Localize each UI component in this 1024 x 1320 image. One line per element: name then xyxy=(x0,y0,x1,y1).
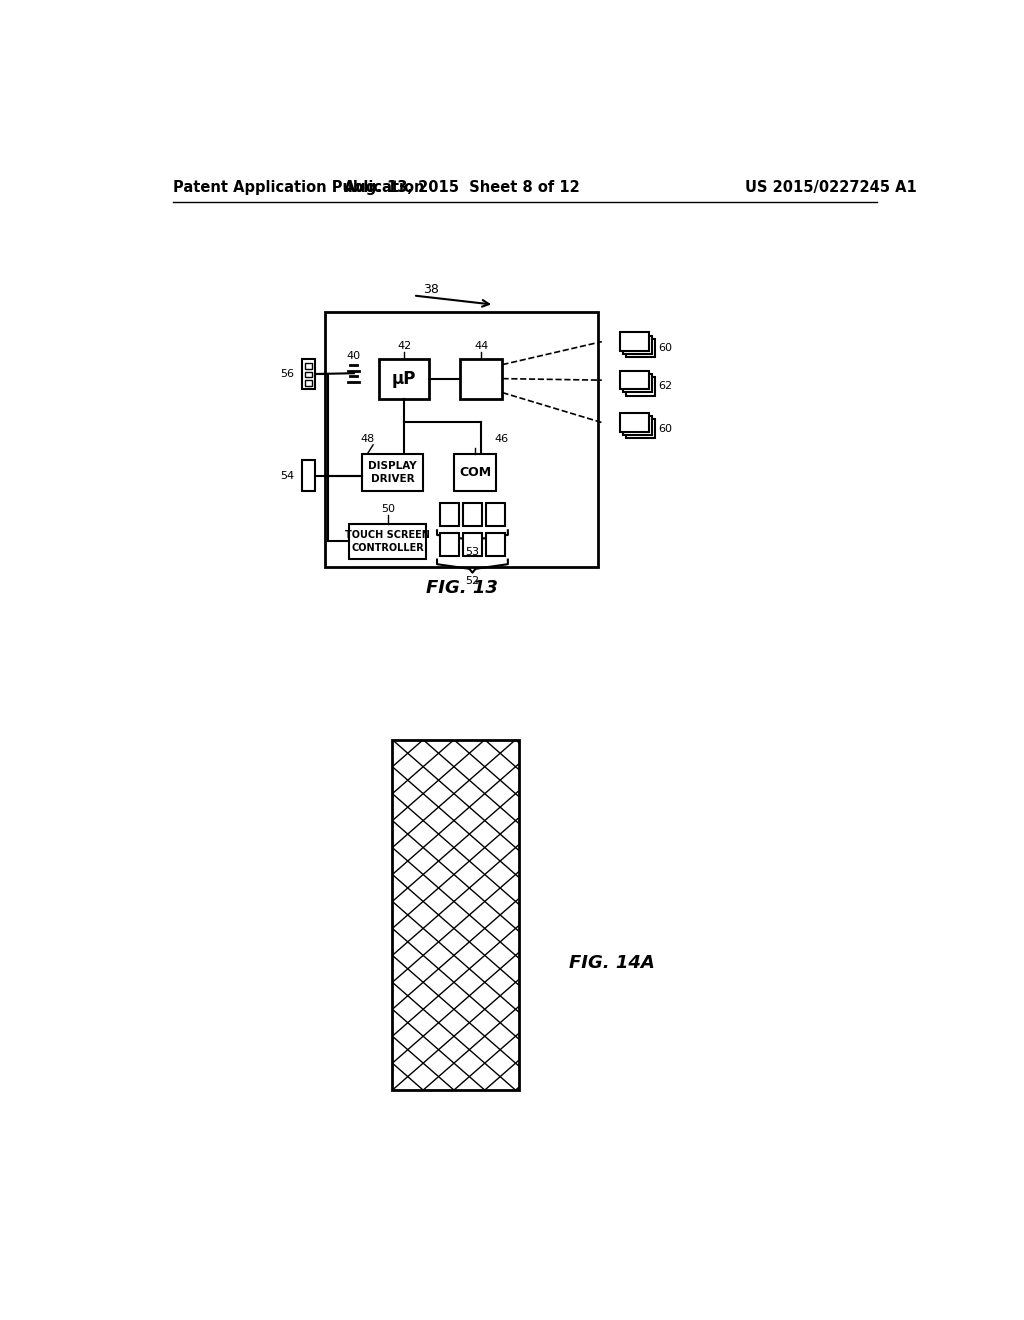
Bar xyxy=(623,374,652,392)
Text: 62: 62 xyxy=(658,381,672,391)
Bar xyxy=(623,416,652,434)
Bar xyxy=(305,372,311,378)
Text: US 2015/0227245 A1: US 2015/0227245 A1 xyxy=(745,180,918,195)
Bar xyxy=(349,524,426,558)
Bar xyxy=(620,333,649,351)
Bar xyxy=(623,335,652,354)
Bar xyxy=(305,363,311,368)
Bar xyxy=(486,532,505,556)
Text: TOUCH SCREEN: TOUCH SCREEN xyxy=(345,531,430,540)
Text: COM: COM xyxy=(459,466,492,479)
Bar xyxy=(301,359,315,389)
Bar xyxy=(463,532,481,556)
Bar xyxy=(379,359,429,399)
Bar xyxy=(305,380,311,385)
Text: 42: 42 xyxy=(397,341,412,351)
Bar xyxy=(301,461,315,491)
Text: 38: 38 xyxy=(423,282,439,296)
Text: 46: 46 xyxy=(495,434,509,444)
Text: 53: 53 xyxy=(466,546,479,557)
Bar xyxy=(460,359,503,399)
Bar xyxy=(463,503,481,527)
Bar xyxy=(626,339,655,358)
Text: 52: 52 xyxy=(465,576,479,586)
Text: 60: 60 xyxy=(658,343,672,352)
Bar xyxy=(440,503,459,527)
Text: FIG. 13: FIG. 13 xyxy=(426,579,498,597)
Text: 56: 56 xyxy=(281,370,295,379)
Bar xyxy=(440,532,459,556)
Text: 48: 48 xyxy=(360,434,374,444)
Bar xyxy=(392,739,519,1090)
Text: 60: 60 xyxy=(658,424,672,434)
Text: Aug. 13, 2015  Sheet 8 of 12: Aug. 13, 2015 Sheet 8 of 12 xyxy=(344,180,580,195)
Bar xyxy=(626,420,655,438)
Text: DISPLAY: DISPLAY xyxy=(368,462,417,471)
Bar xyxy=(486,503,505,527)
Text: 54: 54 xyxy=(281,471,295,480)
Text: μP: μP xyxy=(392,370,417,388)
Text: CONTROLLER: CONTROLLER xyxy=(351,543,424,553)
Bar xyxy=(325,313,598,566)
Text: 44: 44 xyxy=(474,341,488,351)
Text: FIG. 14A: FIG. 14A xyxy=(569,954,655,972)
Bar xyxy=(620,413,649,432)
Bar xyxy=(454,454,497,491)
Bar xyxy=(361,454,423,491)
Text: Patent Application Publication: Patent Application Publication xyxy=(173,180,424,195)
Text: 50: 50 xyxy=(381,504,394,513)
Bar xyxy=(620,371,649,389)
Text: 40: 40 xyxy=(347,351,360,362)
Text: DRIVER: DRIVER xyxy=(371,474,414,483)
Bar xyxy=(626,378,655,396)
